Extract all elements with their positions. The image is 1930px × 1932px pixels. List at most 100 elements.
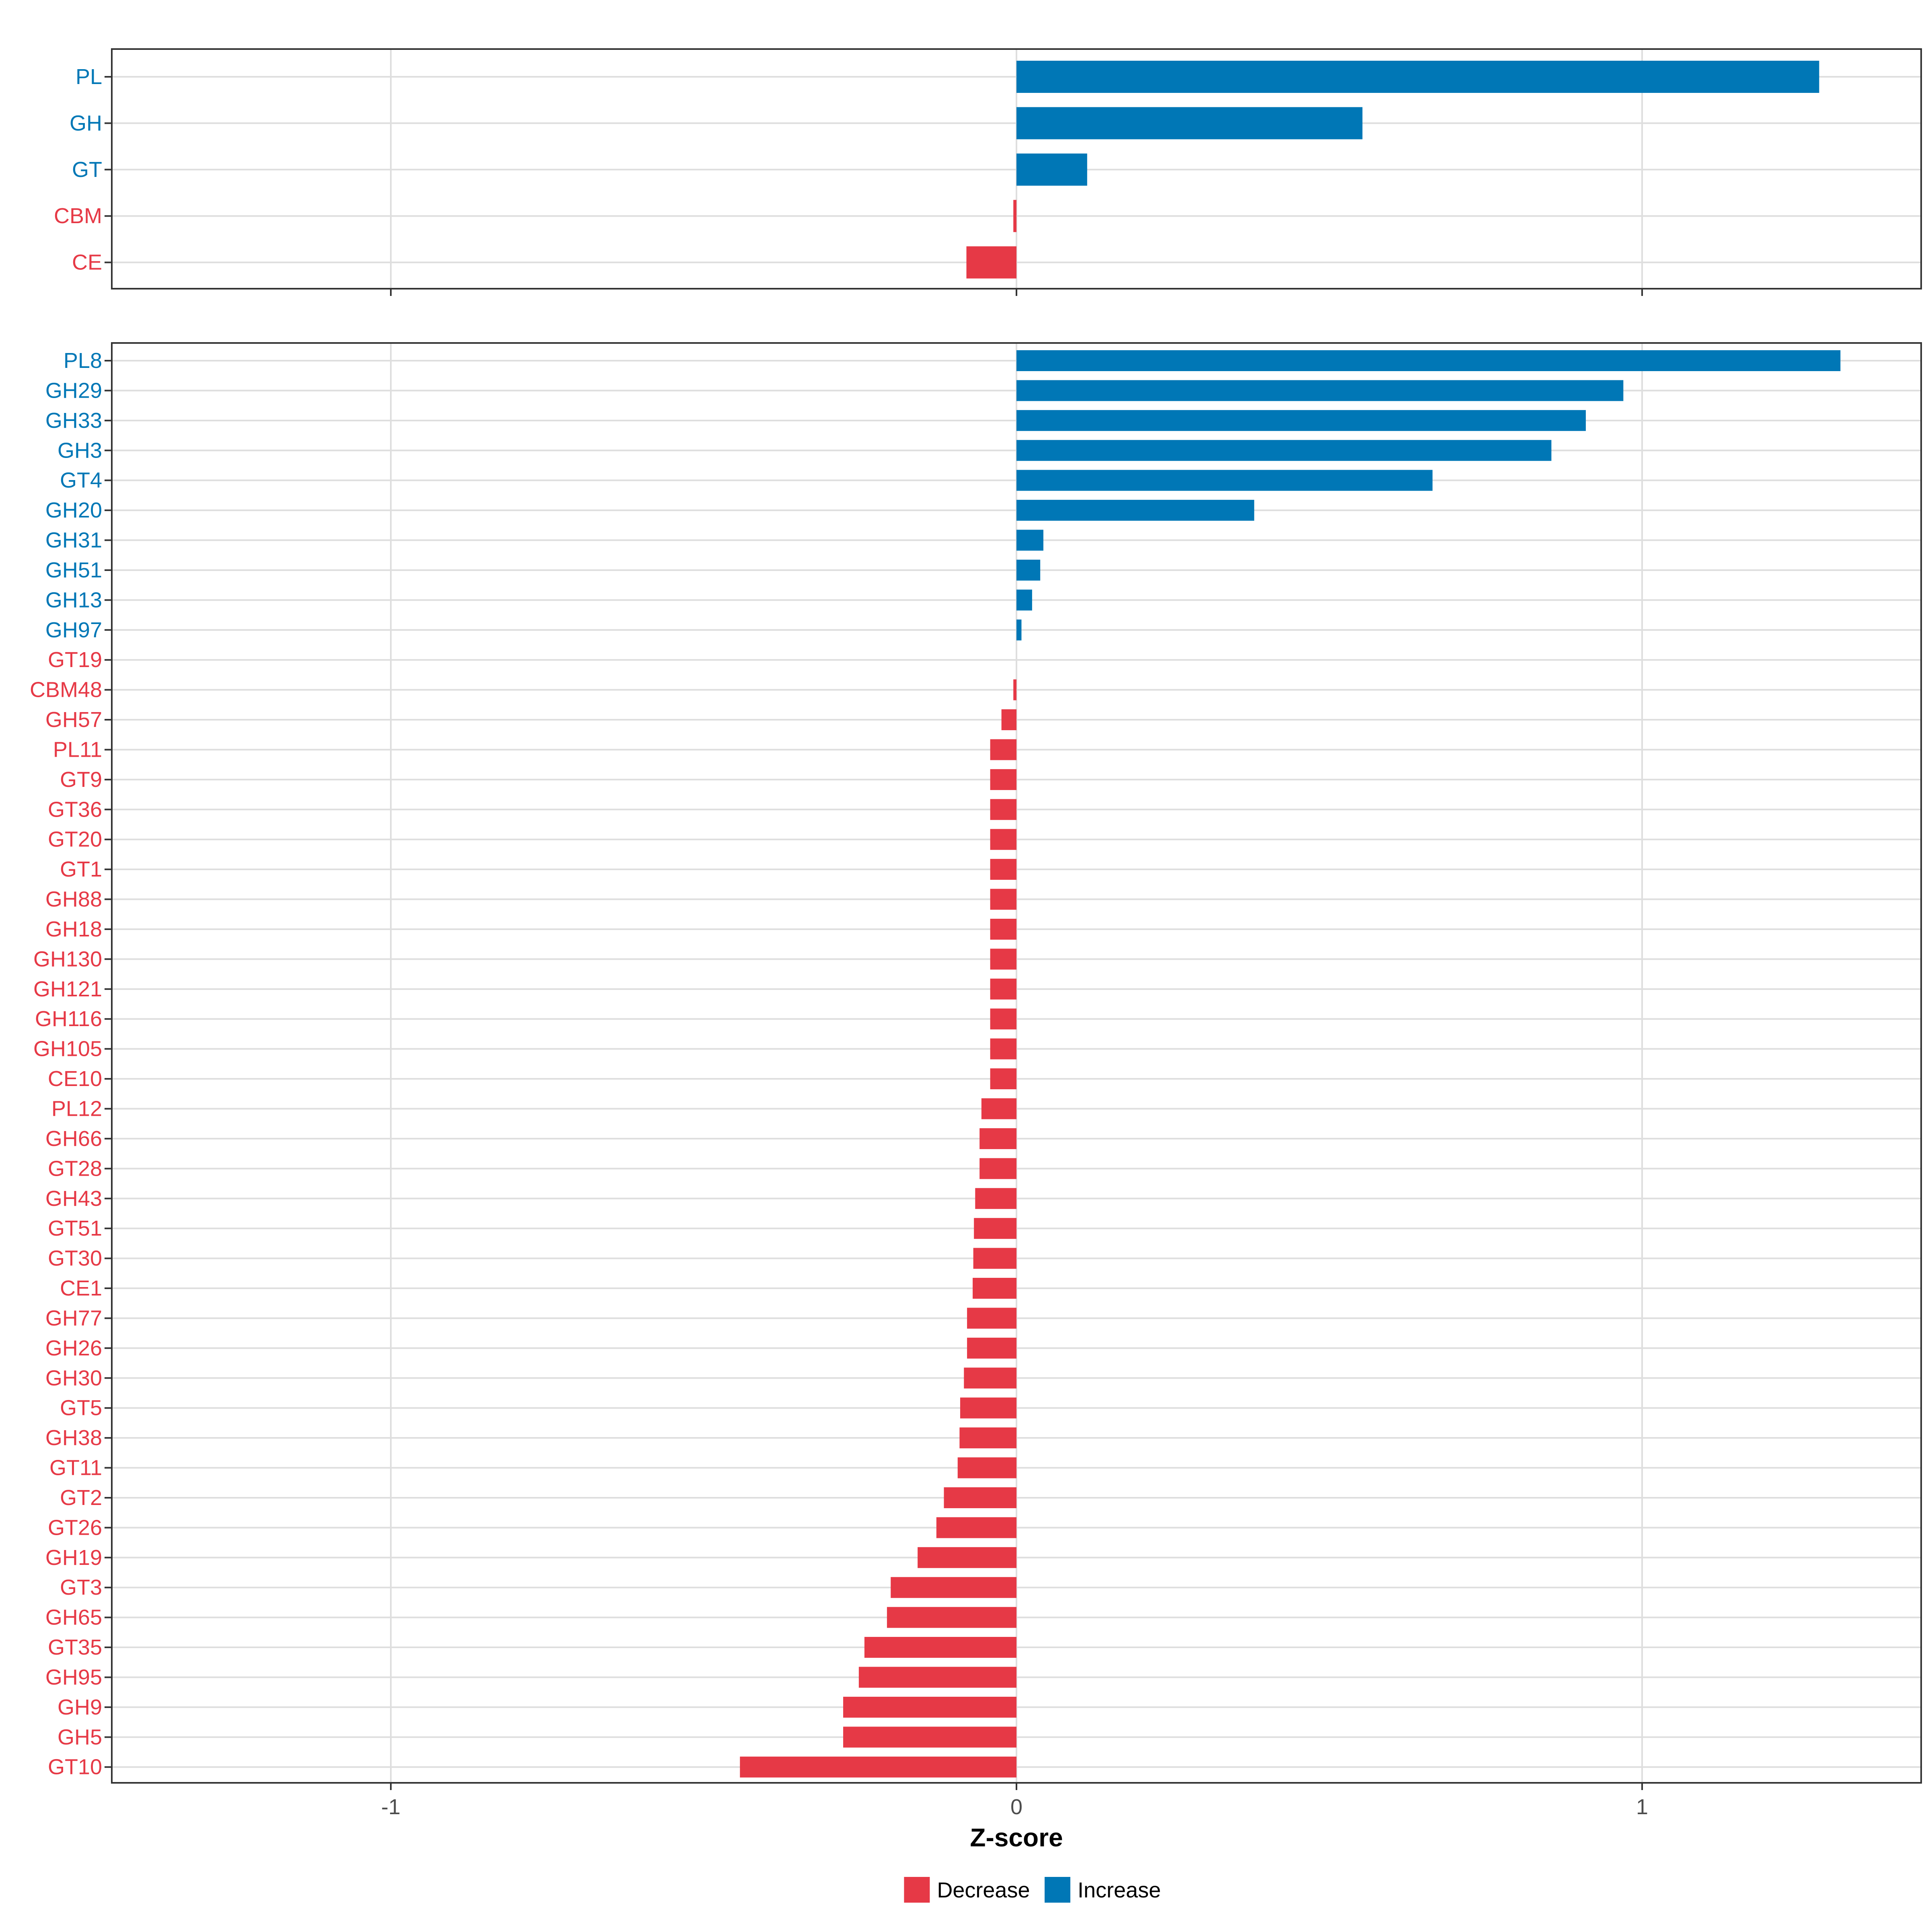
y-tick-label-gh57: GH57	[45, 708, 102, 732]
bar-gt26	[936, 1517, 1016, 1538]
bar-gt36	[990, 799, 1016, 820]
bar-gh77	[967, 1308, 1016, 1329]
bar-gh38	[959, 1427, 1016, 1449]
y-tick-label-gh20: GH20	[45, 498, 102, 522]
bar-gh33	[1016, 410, 1586, 431]
y-tick-label-gt35: GT35	[48, 1635, 102, 1659]
y-tick-label-gh38: GH38	[45, 1426, 102, 1450]
y-tick-label-gt1: GT1	[60, 857, 102, 881]
y-tick-label-gt26: GT26	[48, 1515, 102, 1540]
y-tick-label-gt28: GT28	[48, 1156, 102, 1181]
y-tick-label-gh5: GH5	[57, 1725, 102, 1749]
x-axis-title: Z-score	[970, 1823, 1063, 1852]
y-tick-label-gt10: GT10	[48, 1755, 102, 1779]
bar-gh43	[975, 1188, 1016, 1209]
bar-gt10	[740, 1756, 1016, 1778]
bar-gt51	[974, 1218, 1016, 1239]
x-axis: -1 0 1	[381, 1795, 1648, 1819]
y-tick-label-gh18: GH18	[45, 917, 102, 941]
bar-gt11	[957, 1457, 1016, 1478]
bar-gh95	[858, 1667, 1016, 1688]
y-tick-label-gh19: GH19	[45, 1546, 102, 1570]
bar-gh18	[990, 918, 1016, 940]
y-tick-label-ce1: CE1	[60, 1276, 102, 1300]
y-tick-label-gt5: GT5	[60, 1396, 102, 1420]
y-tick-label-gh105: GH105	[33, 1037, 102, 1061]
bar-gt30	[973, 1248, 1016, 1269]
y-tick-label-gt9: GT9	[60, 768, 102, 792]
y-tick-label-gh95: GH95	[45, 1665, 102, 1689]
y-tick-label-gt51: GT51	[48, 1216, 102, 1240]
y-tick-label-gh116: GH116	[35, 1007, 102, 1031]
bar-gh116	[990, 1008, 1016, 1030]
bar-gt9	[990, 769, 1016, 790]
y-tick-label-gh66: GH66	[45, 1127, 102, 1151]
x-tick-label: 1	[1636, 1795, 1648, 1819]
y-tick-label-gh9: GH9	[57, 1695, 102, 1719]
bar-gh9	[843, 1696, 1016, 1718]
bar-ce1	[973, 1278, 1016, 1299]
y-tick-label-pl11: PL11	[53, 737, 102, 762]
y-tick-label-ce10: CE10	[48, 1067, 102, 1091]
bar-gh	[1016, 107, 1363, 140]
bar-gh5	[843, 1727, 1016, 1748]
y-tick-label-gh29: GH29	[45, 378, 102, 402]
bar-gh57	[1001, 709, 1016, 731]
bar-pl12	[981, 1098, 1016, 1119]
bar-cbm48	[1013, 679, 1016, 700]
y-tick-label-gh33: GH33	[45, 409, 102, 433]
y-tick-label-pl12: PL12	[51, 1097, 102, 1121]
y-tick-label-gt: GT	[72, 158, 102, 182]
y-tick-label-gt11: GT11	[49, 1456, 102, 1480]
bar-gh3	[1016, 440, 1552, 461]
y-tick-label-ce: CE	[72, 250, 102, 275]
y-tick-label-gh51: GH51	[45, 558, 102, 582]
bar-gh26	[967, 1337, 1016, 1359]
bar-gh97	[1016, 619, 1022, 641]
bar-pl8	[1016, 350, 1841, 371]
y-tick-label-gt36: GT36	[48, 797, 102, 821]
bar-gh65	[887, 1607, 1016, 1628]
bar-gh20	[1016, 500, 1254, 521]
y-tick-label-gh77: GH77	[45, 1306, 102, 1330]
y-tick-label-gt2: GT2	[60, 1486, 102, 1510]
y-tick-label-gh97: GH97	[45, 618, 102, 642]
y-tick-label-gh43: GH43	[45, 1187, 102, 1211]
bar-gh30	[964, 1367, 1016, 1389]
bar-gt5	[960, 1397, 1016, 1419]
y-tick-label-pl: PL	[76, 65, 102, 89]
legend-key-increase	[1045, 1877, 1070, 1903]
y-tick-label-gh130: GH130	[33, 947, 102, 971]
bar-gh130	[990, 949, 1016, 970]
bar-gh31	[1016, 530, 1043, 551]
bar-pl	[1016, 61, 1819, 93]
y-tick-label-gh3: GH3	[57, 438, 102, 462]
bar-gh88	[990, 889, 1016, 910]
legend: Decrease Increase	[904, 1877, 1161, 1903]
bar-gh13	[1016, 589, 1032, 611]
legend-label-increase: Increase	[1078, 1878, 1161, 1902]
y-tick-label-gt20: GT20	[48, 827, 102, 852]
y-tick-label-gh30: GH30	[45, 1366, 102, 1390]
y-tick-label-gh31: GH31	[45, 528, 102, 552]
bar-gt20	[990, 829, 1016, 850]
y-tick-label-gh: GH	[70, 111, 102, 135]
bar-ce	[966, 246, 1016, 279]
y-tick-label-gt4: GT4	[60, 468, 102, 493]
bar-gh66	[979, 1128, 1016, 1149]
bar-gt	[1016, 153, 1087, 186]
y-tick-label-gh121: GH121	[33, 977, 102, 1001]
y-tick-label-gh13: GH13	[45, 588, 102, 612]
bar-gh19	[918, 1547, 1016, 1568]
bar-ce10	[990, 1068, 1016, 1090]
bottom-panel: PL8 GH29 GH33 GH3 GT4 GH20 GH31 GH51 GH13 GH97 GT1…	[30, 342, 1922, 1790]
y-tick-label-gh26: GH26	[45, 1336, 102, 1360]
bar-gt35	[864, 1637, 1016, 1658]
bar-gh121	[990, 978, 1016, 1000]
y-tick-label-cbm48: CBM48	[30, 678, 102, 702]
bar-pl11	[990, 739, 1016, 760]
bar-gh51	[1016, 559, 1041, 581]
bar-gh29	[1016, 380, 1624, 401]
